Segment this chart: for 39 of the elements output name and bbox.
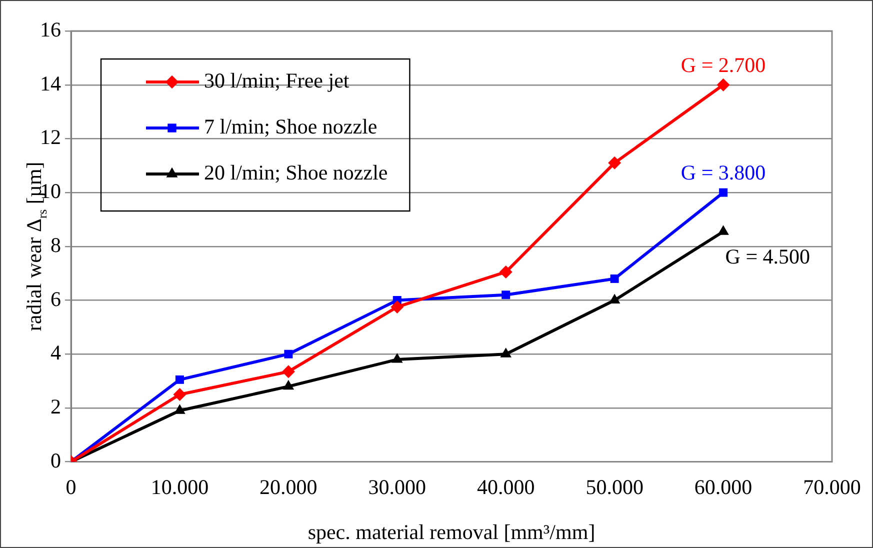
point — [608, 156, 622, 170]
point — [716, 78, 730, 92]
x-tick-label: 70.000 — [803, 474, 861, 499]
y-tick-label: 0 — [50, 448, 61, 472]
x-tick-label: 40.000 — [476, 474, 535, 499]
y-tick-label: 6 — [50, 286, 61, 311]
point — [173, 388, 186, 401]
x-axis-title: spec. material removal [mm³/mm] — [308, 520, 596, 544]
y-tick-label: 16 — [40, 18, 61, 42]
x-tick-label: 0 — [66, 474, 76, 499]
point — [500, 348, 512, 358]
point — [719, 188, 728, 197]
y-tick-label: 4 — [50, 340, 62, 365]
y-tick-label: 12 — [40, 125, 61, 150]
y-tick-label: 14 — [40, 71, 62, 96]
legend-label: 7 l/min; Shoe nozzle — [204, 114, 378, 139]
annotation: G = 3.800 — [680, 160, 766, 185]
legend-label: 30 l/min; Free jet — [204, 68, 350, 93]
point — [392, 352, 403, 363]
point — [175, 375, 184, 384]
y-tick-label: 2 — [50, 394, 61, 418]
y-tick-label: 8 — [50, 232, 61, 257]
x-tick-label: 50.000 — [586, 474, 644, 499]
point — [282, 365, 295, 378]
x-tick-label: 60.000 — [694, 474, 752, 499]
x-tick-label: 30.000 — [368, 474, 426, 499]
point — [718, 225, 729, 235]
point — [174, 404, 186, 414]
point — [610, 274, 619, 283]
point — [284, 350, 293, 358]
x-tick-label: 10.000 — [150, 474, 209, 499]
point — [390, 300, 404, 314]
point — [502, 290, 510, 300]
annotation: G = 4.500 — [725, 244, 810, 269]
legend-label: 20 l/min; Shoe nozzle — [204, 160, 388, 185]
point — [499, 265, 512, 278]
annotation: G = 2.700 — [680, 52, 766, 77]
point — [282, 380, 294, 390]
x-tick-label: 20.000 — [260, 474, 318, 499]
